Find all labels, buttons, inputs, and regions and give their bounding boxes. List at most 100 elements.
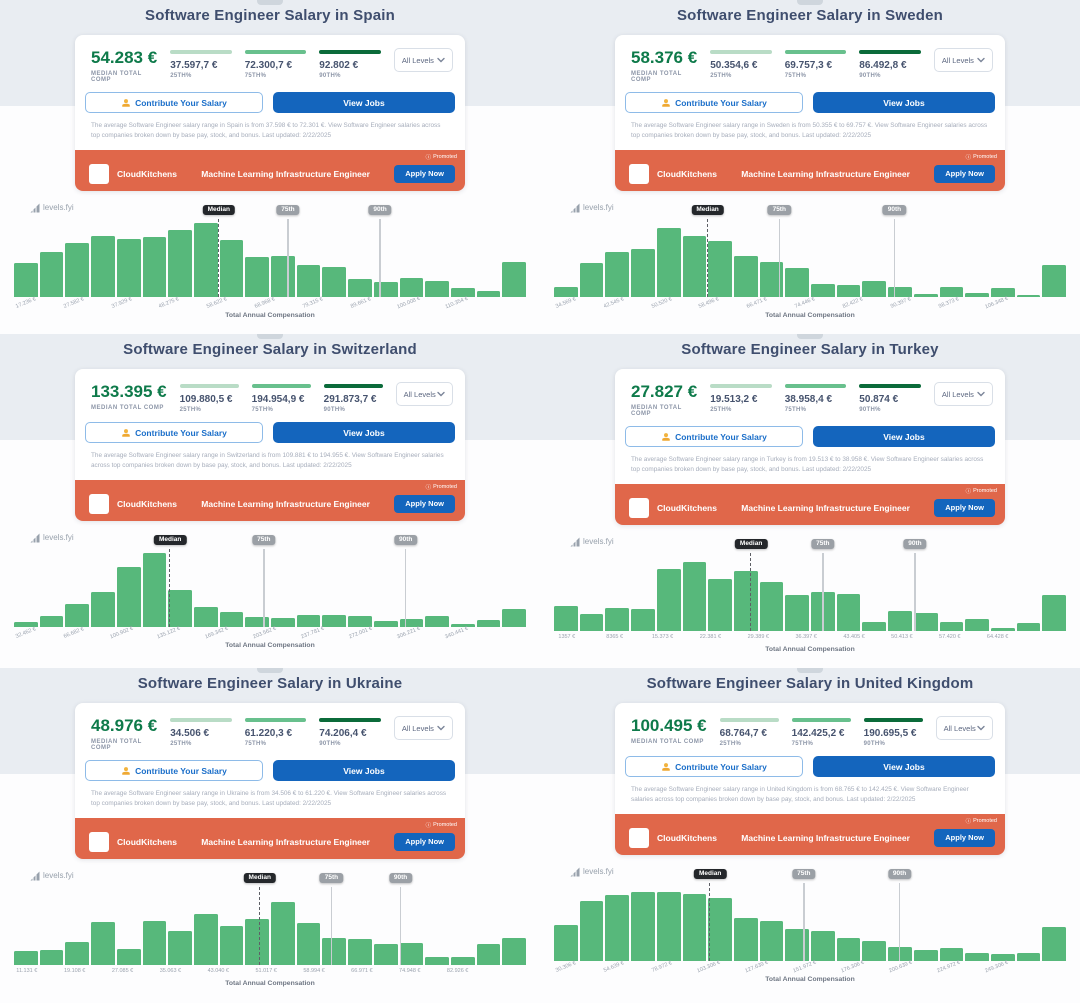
view-jobs-button[interactable]: View Jobs <box>273 760 455 781</box>
promoted-job-banner[interactable]: ⓘ Promoted CloudKitchens Machine Learnin… <box>75 479 465 521</box>
histogram-bar[interactable] <box>811 930 835 961</box>
histogram-bar[interactable] <box>502 608 527 627</box>
level-filter-dropdown[interactable]: All Levels <box>933 48 993 72</box>
histogram-bar[interactable] <box>450 287 475 297</box>
level-filter-dropdown[interactable]: All Levels <box>393 716 453 740</box>
histogram-bar[interactable] <box>862 280 887 297</box>
histogram-bar[interactable] <box>245 616 270 627</box>
histogram-bar[interactable] <box>168 589 192 627</box>
histogram-bar[interactable] <box>708 578 732 631</box>
histogram-bar[interactable] <box>450 957 475 965</box>
view-jobs-button[interactable]: View Jobs <box>273 92 455 113</box>
histogram-bar[interactable] <box>990 288 1015 297</box>
histogram-bar[interactable] <box>14 622 38 627</box>
histogram-bar[interactable] <box>142 236 167 297</box>
promoted-job-banner[interactable]: ⓘ Promoted CloudKitchens Machine Learnin… <box>75 817 465 859</box>
histogram-bar[interactable] <box>476 291 501 297</box>
histogram-bar[interactable] <box>322 937 347 965</box>
histogram-bar[interactable] <box>65 603 90 627</box>
histogram-bar[interactable] <box>116 238 141 297</box>
histogram-bar[interactable] <box>399 943 424 965</box>
histogram-bar[interactable] <box>862 621 887 631</box>
histogram-bar[interactable] <box>296 265 321 297</box>
histogram-bar[interactable] <box>399 619 424 627</box>
histogram-bar[interactable] <box>399 278 424 297</box>
histogram-bar[interactable] <box>733 917 758 961</box>
contribute-salary-button[interactable]: Contribute Your Salary <box>85 760 263 781</box>
histogram-bar[interactable] <box>939 947 964 961</box>
apply-now-button[interactable]: Apply Now <box>394 832 455 851</box>
histogram-bar[interactable] <box>579 263 604 297</box>
level-filter-dropdown[interactable]: All Levels <box>395 382 454 406</box>
histogram-bar[interactable] <box>425 280 449 297</box>
histogram-bar[interactable] <box>656 228 681 297</box>
level-filter-dropdown[interactable]: All Levels <box>393 48 453 72</box>
apply-now-button[interactable]: Apply Now <box>394 164 455 183</box>
view-jobs-button[interactable]: View Jobs <box>813 756 995 777</box>
histogram-bar[interactable] <box>14 951 38 965</box>
histogram-bar[interactable] <box>245 919 270 965</box>
histogram-bar[interactable] <box>579 901 604 961</box>
contribute-salary-button[interactable]: Contribute Your Salary <box>625 426 803 447</box>
histogram-bar[interactable] <box>39 616 64 627</box>
view-jobs-button[interactable]: View Jobs <box>813 426 995 447</box>
histogram-bar[interactable] <box>168 229 192 297</box>
histogram-bar[interactable] <box>245 256 270 297</box>
apply-now-button[interactable]: Apply Now <box>934 828 995 847</box>
contribute-salary-button[interactable]: Contribute Your Salary <box>625 92 803 113</box>
histogram-bar[interactable] <box>836 593 861 631</box>
histogram-bar[interactable] <box>631 609 655 631</box>
histogram-bar[interactable] <box>579 614 604 631</box>
histogram-bar[interactable] <box>91 922 115 965</box>
histogram-bar[interactable] <box>322 614 347 627</box>
histogram-bar[interactable] <box>990 953 1015 961</box>
histogram-bar[interactable] <box>733 571 758 631</box>
histogram-bar[interactable] <box>913 294 938 297</box>
histogram-bar[interactable] <box>1016 623 1041 631</box>
level-filter-dropdown[interactable]: All Levels <box>933 382 993 406</box>
histogram-bar[interactable] <box>476 619 501 627</box>
histogram-bar[interactable] <box>682 893 707 961</box>
histogram-bar[interactable] <box>193 914 218 965</box>
histogram-bar[interactable] <box>682 561 707 631</box>
histogram-bar[interactable] <box>348 616 372 627</box>
apply-now-button[interactable]: Apply Now <box>394 494 455 513</box>
level-filter-dropdown[interactable]: All Levels <box>935 716 994 740</box>
histogram-bar[interactable] <box>759 582 784 631</box>
histogram-bar[interactable] <box>1042 594 1067 631</box>
histogram-bar[interactable] <box>913 950 938 961</box>
histogram-bar[interactable] <box>733 255 758 297</box>
histogram-bar[interactable] <box>373 281 398 297</box>
histogram-bar[interactable] <box>631 892 655 961</box>
histogram-bar[interactable] <box>502 261 527 297</box>
promoted-job-banner[interactable]: ⓘ Promoted CloudKitchens Machine Learnin… <box>75 149 465 191</box>
histogram-bar[interactable] <box>271 618 295 627</box>
histogram-bar[interactable] <box>322 266 347 297</box>
histogram-bar[interactable] <box>888 286 912 297</box>
promoted-job-banner[interactable]: ⓘ Promoted CloudKitchens Machine Learnin… <box>615 813 1005 855</box>
histogram-bar[interactable] <box>656 569 681 631</box>
histogram-bar[interactable] <box>348 278 372 297</box>
histogram-bar[interactable] <box>785 268 810 297</box>
histogram-bar[interactable] <box>142 920 167 965</box>
histogram-bar[interactable] <box>682 235 707 297</box>
view-jobs-button[interactable]: View Jobs <box>813 92 995 113</box>
histogram-bar[interactable] <box>271 901 295 965</box>
histogram-bar[interactable] <box>14 263 38 297</box>
histogram-bar[interactable] <box>1042 265 1067 297</box>
histogram-bar[interactable] <box>1016 295 1041 297</box>
histogram-bar[interactable] <box>502 937 527 965</box>
histogram-bar[interactable] <box>554 924 578 961</box>
histogram-bar[interactable] <box>990 628 1015 631</box>
histogram-bar[interactable] <box>708 241 732 297</box>
histogram-bar[interactable] <box>1042 927 1067 961</box>
histogram-bar[interactable] <box>425 957 449 965</box>
histogram-bar[interactable] <box>656 891 681 961</box>
histogram-bar[interactable] <box>965 292 989 297</box>
histogram-bar[interactable] <box>193 607 218 627</box>
histogram-bar[interactable] <box>554 286 578 297</box>
histogram-bar[interactable] <box>219 240 244 297</box>
histogram-bar[interactable] <box>605 608 630 631</box>
histogram-bar[interactable] <box>965 953 989 961</box>
histogram-bar[interactable] <box>373 620 398 627</box>
